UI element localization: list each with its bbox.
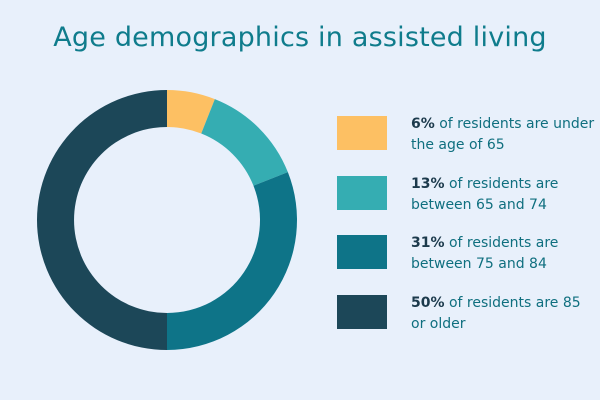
donut-slice-75-84: [167, 172, 297, 350]
legend-swatch-75-84: [337, 235, 387, 269]
legend-desc-under-65: of residents are under the age of 65: [411, 116, 595, 153]
legend-percent-65-74: 13%: [411, 176, 445, 192]
legend-desc-75-84: of residents are between 75 and 84: [411, 235, 559, 272]
legend-swatch-under-65: [337, 116, 387, 150]
legend-item-65-74: 13% of residents are between 65 and 74: [337, 176, 592, 238]
legend-label-75-84: 31% of residents are between 75 and 84: [411, 233, 596, 275]
legend-item-75-84: 31% of residents are between 75 and 84: [337, 235, 592, 297]
donut-slice-65-74: [201, 99, 288, 186]
legend-label-85-plus: 50% of residents are 85 or older: [411, 293, 596, 335]
legend-item-85-plus: 50% of residents are 85 or older: [337, 295, 592, 357]
legend-item-under-65: 6% of residents are under the age of 65: [337, 116, 594, 178]
legend-desc-65-74: of residents are between 65 and 74: [411, 176, 559, 213]
legend-percent-under-65: 6%: [411, 116, 435, 132]
legend-swatch-65-74: [337, 176, 387, 210]
legend-percent-85-plus: 50%: [411, 295, 445, 311]
legend-desc-85-plus: of residents are 85 or older: [411, 295, 581, 332]
chart-title: Age demographics in assisted living: [53, 22, 547, 53]
legend-percent-75-84: 31%: [411, 235, 445, 251]
donut-slice-under-65: [167, 90, 215, 134]
legend-label-under-65: 6% of residents are under the age of 65: [411, 114, 596, 156]
donut-slice-85-plus: [37, 90, 167, 350]
legend-swatch-85-plus: [337, 295, 387, 329]
legend-label-65-74: 13% of residents are between 65 and 74: [411, 174, 596, 216]
